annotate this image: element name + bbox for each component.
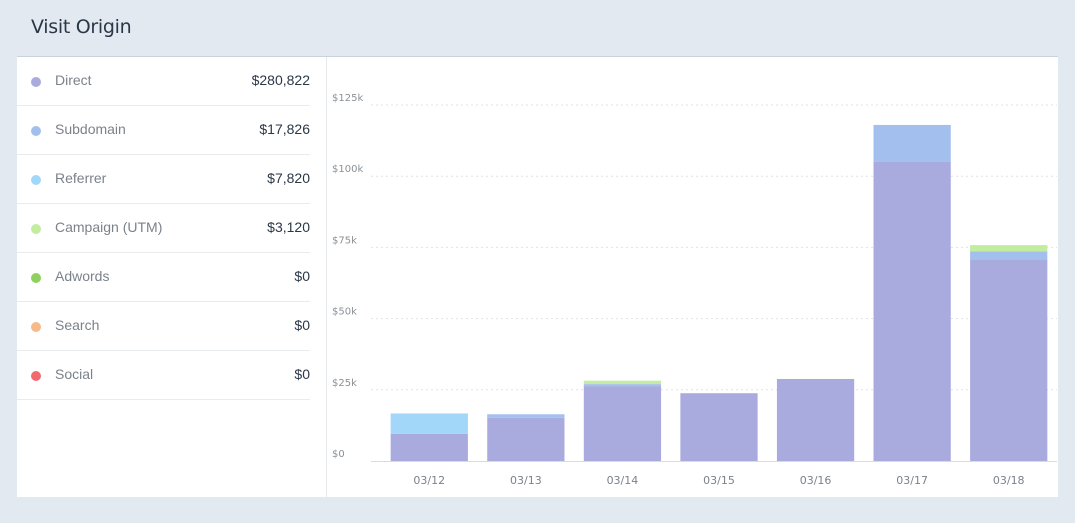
legend-value: $280,822 (251, 72, 310, 88)
y-tick-label: $25k (332, 378, 357, 389)
bar-referrer-03-12 (390, 413, 468, 434)
y-tick-label: $125k (332, 93, 363, 104)
legend-item-campaign-utm[interactable]: Campaign (UTM) $3,120 (17, 204, 310, 253)
y-tick-label: $0 (332, 449, 345, 460)
y-tick-label: $50k (332, 307, 357, 318)
x-tick-label: 03/12 (413, 474, 445, 487)
bar-direct-03-15 (680, 393, 758, 461)
legend-list: Direct $280,822 Subdomain $17,826 Referrer $7… (17, 57, 310, 400)
bar-direct-03-16 (776, 378, 855, 461)
legend-item-social[interactable]: Social $0 (17, 351, 310, 400)
bar-campaign-utm-03-18 (970, 245, 1048, 252)
y-tick-label: $75k (332, 235, 357, 246)
x-tick-label: 03/15 (703, 474, 735, 487)
bar-direct-03-18 (970, 259, 1048, 461)
legend-item-adwords[interactable]: Adwords $0 (17, 253, 310, 302)
visit-origin-card: Direct $280,822 Subdomain $17,826 Referrer $7… (17, 57, 1058, 497)
legend-label: Referrer (55, 170, 107, 186)
legend-value: $0 (294, 366, 310, 382)
legend-dot-icon (31, 175, 41, 185)
x-tick-label: 03/18 (993, 474, 1025, 487)
legend-label: Social (55, 366, 94, 382)
panel-divider (326, 57, 327, 497)
legend-value: $0 (294, 268, 310, 284)
title-divider (17, 56, 1058, 57)
legend-value: $0 (294, 317, 310, 333)
legend-item-referrer[interactable]: Referrer $7,820 (17, 155, 310, 204)
legend-label: Search (55, 317, 100, 333)
legend-value: $17,826 (259, 121, 310, 137)
legend-dot-icon (31, 126, 41, 136)
legend-label: Direct (55, 72, 92, 88)
x-tick-label: 03/16 (800, 474, 832, 487)
bar-campaign-utm-03-14 (583, 380, 662, 385)
y-tick-label: $100k (332, 164, 363, 175)
bar-direct-03-17 (873, 161, 951, 461)
legend-item-subdomain[interactable]: Subdomain $17,826 (17, 106, 310, 155)
x-tick-label: 03/17 (896, 474, 928, 487)
bar-direct-03-14 (583, 386, 662, 461)
bar-direct-03-13 (487, 417, 565, 461)
bar-subdomain-03-13 (487, 414, 565, 418)
legend-label: Campaign (UTM) (55, 219, 163, 235)
bar-subdomain-03-17 (873, 124, 951, 162)
legend-label: Adwords (55, 268, 110, 284)
bar-subdomain-03-14 (583, 384, 662, 387)
legend-dot-icon (31, 322, 41, 332)
legend-item-search[interactable]: Search $0 (17, 302, 310, 351)
panel-title: Visit Origin (31, 16, 132, 38)
legend-dot-icon (31, 371, 41, 381)
legend-dot-icon (31, 273, 41, 283)
legend-dot-icon (31, 224, 41, 234)
legend-dot-icon (31, 77, 41, 87)
legend-label: Subdomain (55, 121, 126, 137)
legend-item-direct[interactable]: Direct $280,822 (17, 57, 310, 106)
x-tick-label: 03/13 (510, 474, 542, 487)
bar-subdomain-03-18 (970, 251, 1048, 260)
x-tick-label: 03/14 (607, 474, 639, 487)
legend-value: $7,820 (267, 170, 310, 186)
legend-value: $3,120 (267, 219, 310, 235)
bar-direct-03-12 (390, 433, 468, 461)
stacked-bar-chart: $0 $25k $50k $75k $100k $125k 03/12 03/13 03/14 0… (332, 93, 1057, 487)
